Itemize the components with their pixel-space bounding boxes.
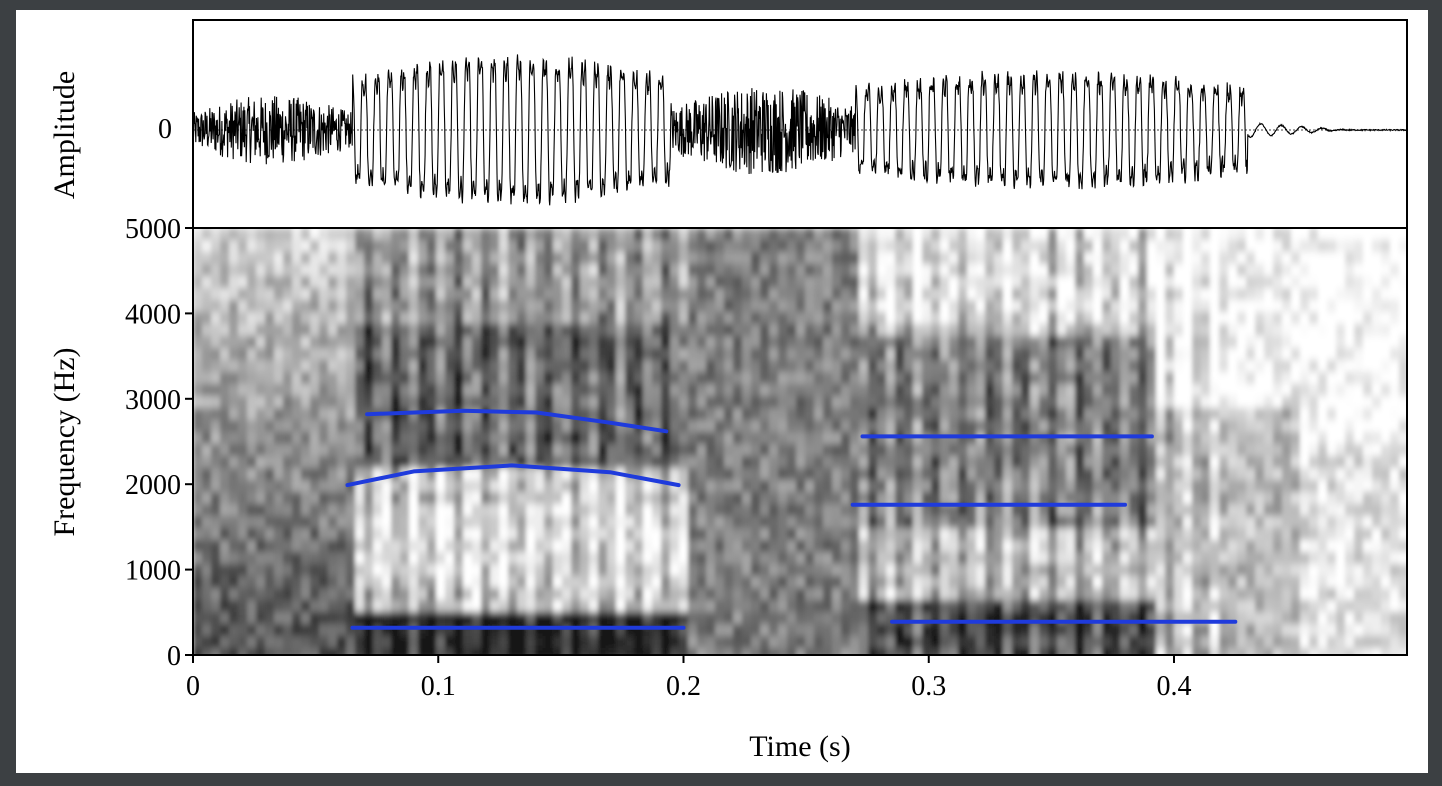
formant-track	[345, 463, 681, 488]
spectrogram-frame	[192, 227, 1408, 656]
spectrogram-panel: 0 1000 2000 3000 4000 5000 0 0.1 0.2 0.3 0.4 Freq…	[48, 214, 1408, 763]
time-tick-label: 0	[186, 671, 200, 702]
spectrogram-image	[193, 228, 1407, 655]
waveform-trace	[193, 54, 1407, 206]
time-tick-label: 0.4	[1157, 671, 1192, 702]
frequency-tick-label: 3000	[125, 385, 181, 416]
frequency-tick-label: 0	[167, 641, 181, 672]
frequency-tick-label: 4000	[125, 299, 181, 330]
spectrogram-figure: 0 Amplitude 0 1000 2000 3000 4000 5000 0 0.1 0.…	[48, 19, 1408, 763]
time-tick-label: 0.3	[911, 671, 946, 702]
figure-panel: 0 Amplitude 0 1000 2000 3000 4000 5000 0 0.1 0.…	[16, 10, 1428, 773]
frequency-tick-label: 5000	[125, 214, 181, 245]
frequency-tick-label: 2000	[125, 470, 181, 501]
time-tick-label: 0.1	[421, 671, 456, 702]
frequency-tick-label: 1000	[125, 556, 181, 587]
time-axis-label: Time (s)	[749, 730, 850, 763]
waveform-line	[193, 54, 1407, 206]
formant-track	[365, 408, 669, 434]
waveform-panel: 0 Amplitude	[48, 19, 1408, 229]
formant-tracks	[345, 408, 1238, 630]
frequency-ticks: 0 1000 2000 3000 4000 5000	[125, 214, 193, 672]
time-ticks: 0 0.1 0.2 0.3 0.4	[186, 655, 1192, 702]
amplitude-axis-label: Amplitude	[48, 71, 81, 199]
time-tick-label: 0.2	[666, 671, 701, 702]
frequency-axis-label: Frequency (Hz)	[48, 347, 81, 536]
amplitude-zero-tick-label: 0	[158, 114, 172, 145]
